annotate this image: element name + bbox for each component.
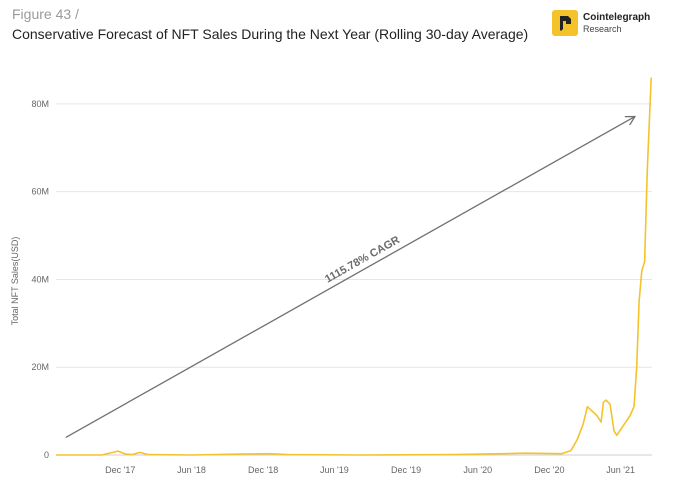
x-tick-label: Dec '19 — [391, 465, 421, 475]
x-tick-label: Jun '21 — [606, 465, 635, 475]
x-axis-ticks: Dec '17 Jun '18 Dec '18 Jun '19 Dec '19 Jun '… — [105, 465, 635, 475]
sales-series-line — [56, 77, 652, 456]
y-axis-label: Total NFT Sales(USD) — [10, 237, 20, 326]
x-tick-label: Jun '20 — [463, 465, 492, 475]
x-tick-label: Jun '19 — [320, 465, 349, 475]
chart-title: Conservative Forecast of NFT Sales Durin… — [12, 26, 529, 42]
cagr-arrow — [65, 117, 634, 439]
y-tick-label: 20M — [31, 362, 49, 372]
logo-subtitle: Research — [583, 24, 622, 34]
x-tick-label: Dec '20 — [534, 465, 564, 475]
brand-logo: Cointelegraph Research — [552, 10, 677, 40]
x-tick-label: Jun '18 — [177, 465, 206, 475]
y-tick-label: 40M — [31, 274, 49, 284]
y-tick-label: 80M — [31, 99, 49, 109]
x-tick-label: Dec '17 — [105, 465, 135, 475]
y-axis-ticks: 0 20M 40M 60M 80M — [31, 99, 49, 460]
gridlines — [56, 103, 652, 456]
x-tick-label: Dec '18 — [248, 465, 278, 475]
y-tick-label: 0 — [44, 450, 49, 460]
cointelegraph-logo-icon — [552, 10, 578, 36]
y-tick-label: 60M — [31, 187, 49, 197]
logo-name: Cointelegraph — [583, 12, 651, 23]
series — [56, 77, 652, 456]
cagr-annotation: 1115.78% CAGR — [323, 234, 402, 286]
figure-label: Figure 43 / — [12, 6, 79, 22]
annotations: 1115.78% CAGR — [65, 117, 634, 439]
